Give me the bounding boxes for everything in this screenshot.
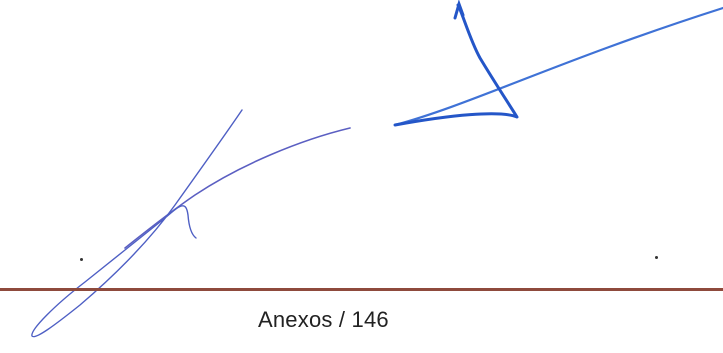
footer-rule	[0, 288, 723, 291]
scan-speck	[80, 258, 83, 261]
scan-speck	[655, 256, 658, 259]
page-footer-label: Anexos / 146	[258, 307, 389, 332]
